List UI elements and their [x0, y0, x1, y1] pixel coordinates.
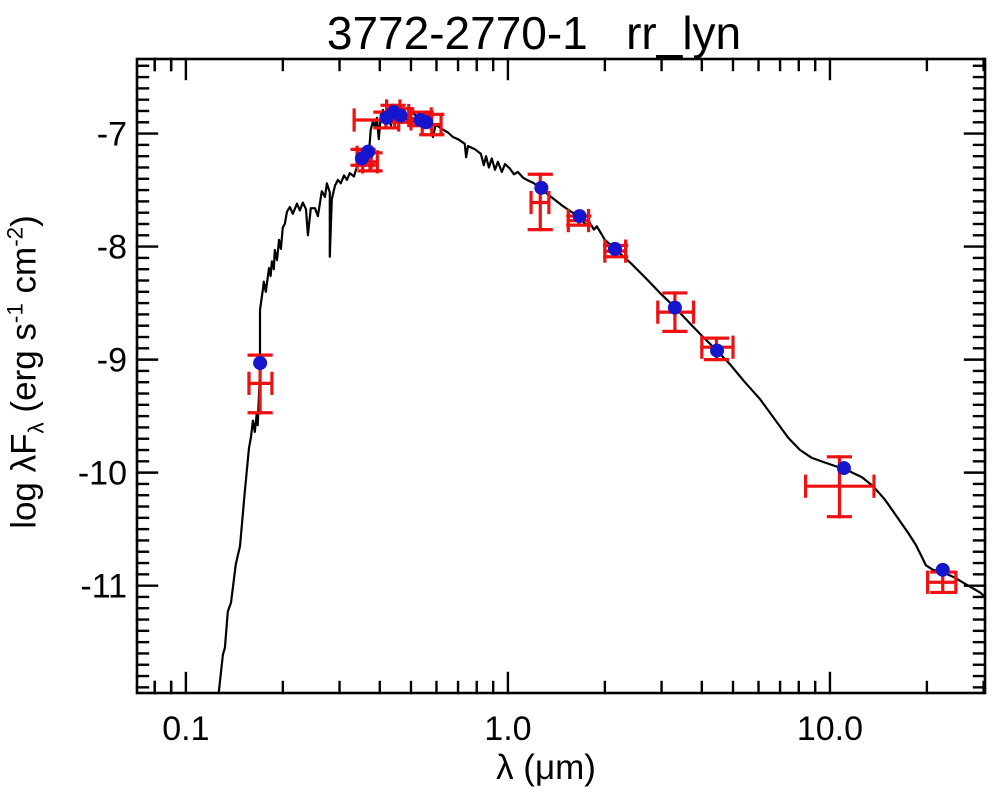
y-tick-label: -8	[97, 229, 127, 267]
plot-title: 3772-2770-1 rr_lyn	[326, 7, 742, 59]
y-axis-label: log λFλ (erg s-1 cm-2)	[2, 215, 49, 529]
y-axis-label-superscript-2: -2	[2, 226, 28, 247]
y-axis-label-superscript-1: -1	[2, 303, 28, 324]
model-point	[253, 356, 268, 371]
observed-point	[803, 455, 876, 519]
x-tick-label: 1.0	[484, 710, 531, 748]
plot-frame	[135, 57, 987, 695]
model-points	[253, 105, 950, 577]
model-point	[361, 144, 376, 159]
x-axis-label: λ (μm)	[496, 748, 596, 788]
axis-ticks	[135, 57, 987, 695]
y-tick-label: -9	[97, 342, 127, 380]
model-point	[419, 115, 434, 130]
model-point	[572, 209, 587, 224]
model-point	[710, 343, 725, 358]
y-axis-label-subscript: λ	[23, 422, 49, 434]
model-point	[935, 562, 950, 577]
model-point	[393, 108, 408, 123]
model-point	[667, 300, 682, 315]
y-tick-label: -11	[80, 568, 127, 606]
x-tick-label: 0.1	[162, 710, 209, 748]
tick-labels: 0.1 1.0 10.0 -7 -8 -9 -10 -11	[78, 116, 863, 748]
model-point	[607, 241, 622, 256]
y-axis-label-text: log λF	[4, 433, 44, 529]
x-axis-label-text: λ (μm)	[496, 748, 596, 787]
x-tick-label: 10.0	[797, 710, 863, 748]
observed-point	[527, 172, 553, 232]
y-tick-label: -10	[78, 455, 127, 493]
model-point	[836, 461, 851, 476]
model-spectrum-curve	[217, 108, 985, 694]
y-tick-label: -7	[97, 116, 127, 154]
model-point	[534, 180, 549, 195]
